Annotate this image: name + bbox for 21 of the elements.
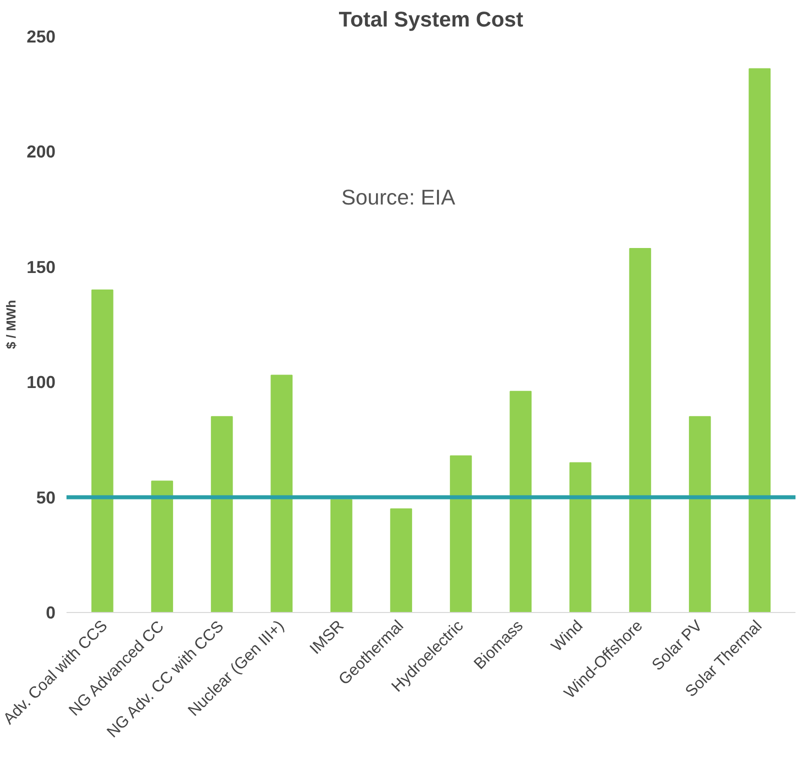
bar — [330, 499, 352, 612]
y-tick-label: 50 — [36, 487, 56, 508]
bar — [569, 462, 592, 612]
y-tick-label: 200 — [26, 142, 56, 162]
bar — [688, 416, 711, 612]
bar — [748, 68, 771, 612]
annotation: Source: EIA — [341, 185, 456, 210]
bar — [270, 374, 293, 612]
y-tick-label: 100 — [26, 372, 56, 392]
bar — [91, 289, 114, 612]
bar — [390, 508, 412, 612]
y-axis-title: $ / MWh — [4, 300, 19, 350]
bar — [151, 480, 174, 612]
bar — [210, 416, 233, 612]
chart-title: Total System Cost — [338, 8, 524, 32]
y-tick-label: 0 — [46, 602, 56, 622]
bar — [510, 390, 532, 612]
y-tick-label: 250 — [26, 26, 56, 46]
bar — [629, 248, 652, 612]
y-tick-label: 150 — [26, 256, 56, 277]
bar — [450, 455, 472, 612]
